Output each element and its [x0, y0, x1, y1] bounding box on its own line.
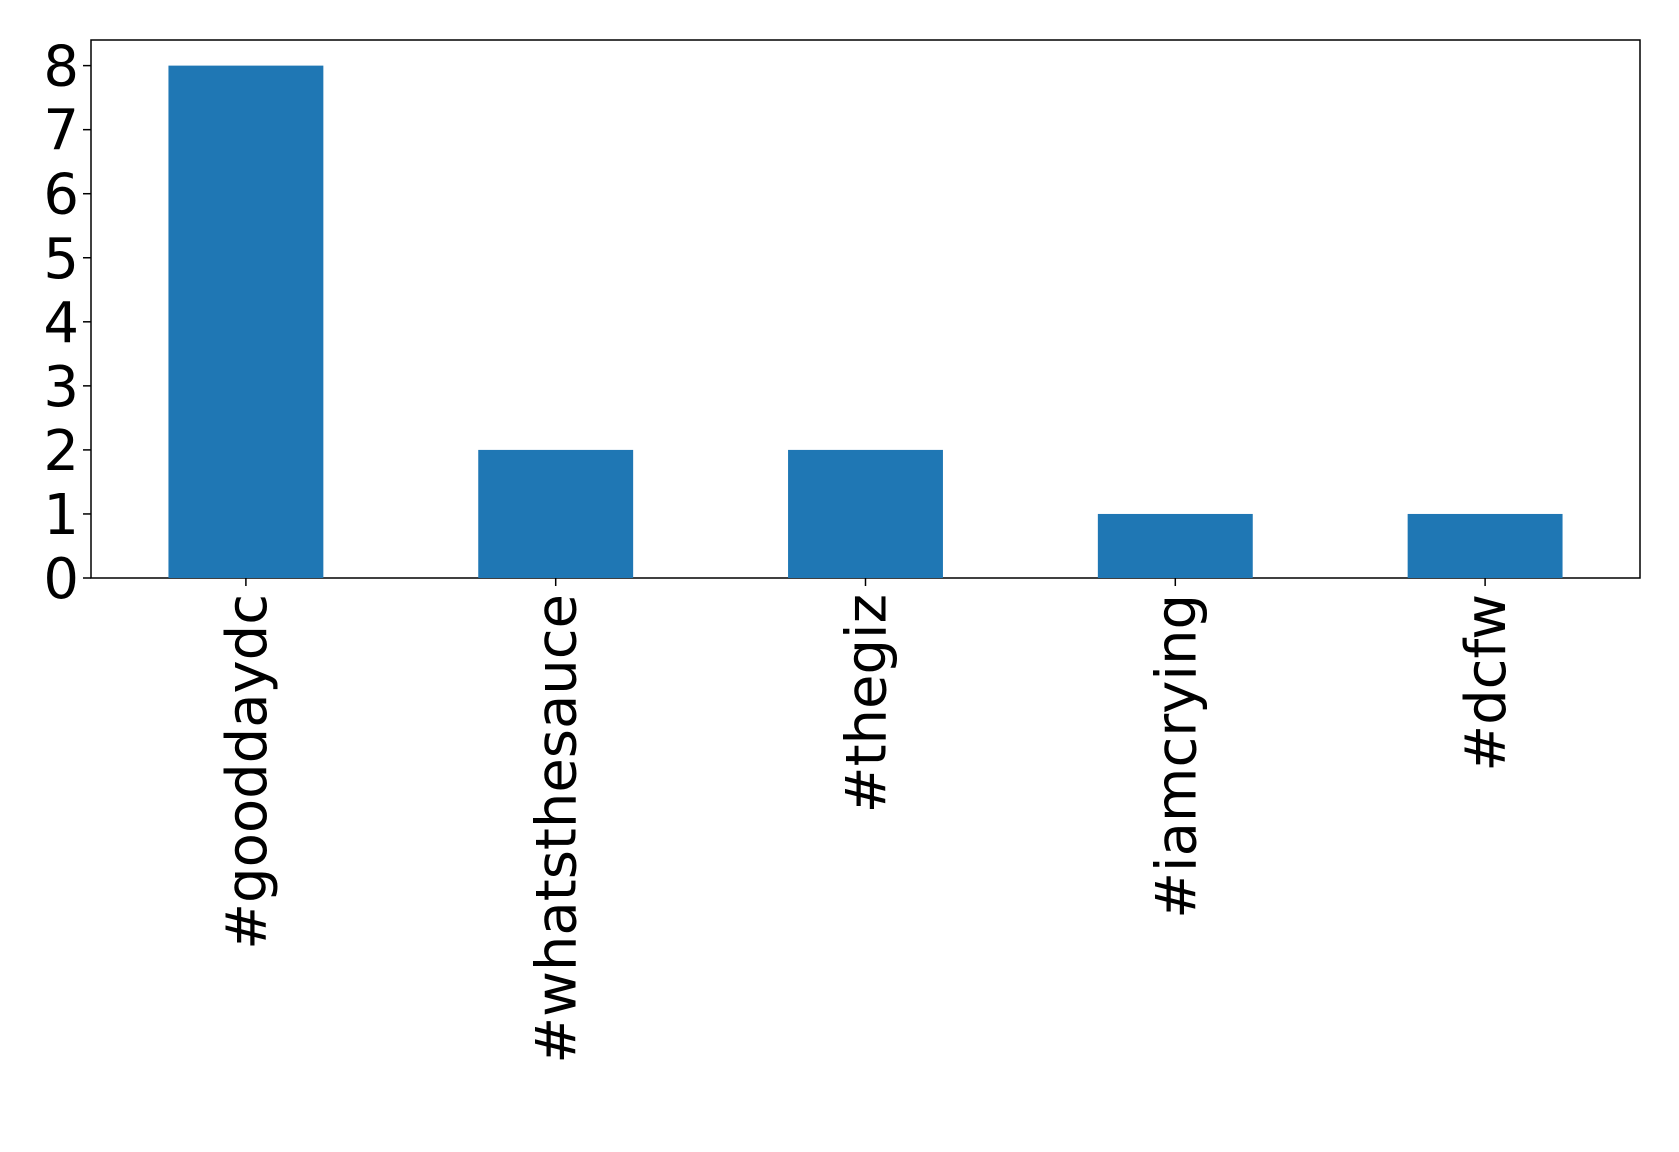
bar	[1407, 513, 1563, 578]
y-tick-label: 2	[43, 419, 79, 484]
y-tick-label: 3	[43, 355, 79, 420]
bar	[168, 65, 324, 579]
bar	[788, 449, 943, 578]
y-tick-label: 4	[43, 291, 79, 356]
y-tick-label: 5	[43, 227, 79, 292]
x-tick-label: #whatsthesauce	[525, 594, 590, 1064]
bar	[1097, 513, 1253, 578]
x-tick-label: #iamcrying	[1144, 594, 1209, 919]
bar	[478, 449, 634, 578]
y-tick-label: 6	[43, 163, 79, 228]
y-tick-label: 1	[43, 483, 79, 548]
y-tick-label: 8	[43, 35, 79, 100]
x-tick-label: #gooddaydc	[215, 594, 280, 950]
x-tick-label: #dcfw	[1454, 594, 1519, 772]
y-tick-label: 0	[43, 547, 79, 612]
x-tick-label: #thegiz	[835, 594, 900, 813]
y-tick-label: 7	[43, 99, 79, 164]
